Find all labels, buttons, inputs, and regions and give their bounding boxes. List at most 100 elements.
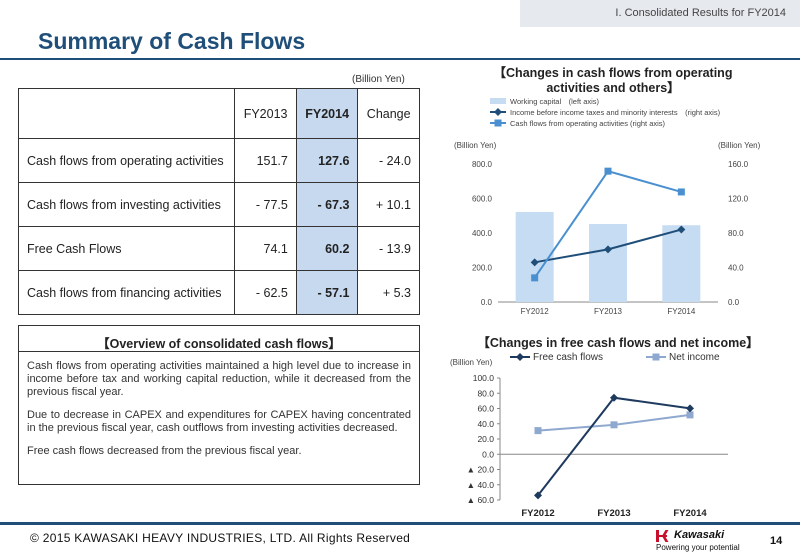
point-operating-cash-flows [604, 167, 612, 175]
cell-fy2014: 60.2 [295, 226, 359, 271]
legend-swatch [490, 98, 506, 104]
free-cash-flow-chart: Free cash flows Net income (Billion Yen) ▲ … [450, 352, 728, 519]
x-tick-label: FY2012 [521, 307, 550, 316]
table-row: Free Cash Flows 74.1 60.2 - 13.9 [17, 226, 420, 271]
y-tick-label: 60.0 [477, 404, 494, 414]
cell-fy2013: 151.7 [234, 138, 297, 183]
point-net-income [686, 411, 694, 419]
cell-fy2013: - 62.5 [234, 270, 297, 315]
overview-paragraph: Free cash flows decreased from the previ… [27, 445, 302, 457]
x-tick-label: FY2012 [521, 508, 554, 519]
left-tick-label: 400.0 [472, 229, 493, 238]
row-label: Cash flows from investing activities [17, 182, 236, 227]
cell-fy2013: - 77.5 [234, 182, 297, 227]
overview-paragraph: Cash flows from operating activities mai… [27, 360, 411, 398]
left-tick-label: 200.0 [472, 264, 493, 273]
point-income-before-taxes [530, 258, 539, 267]
point-operating-cash-flows [531, 274, 539, 282]
y-tick-label: ▲ 20.0 [467, 465, 495, 475]
y-tick-label: ▲ 40.0 [467, 480, 495, 490]
right-tick-label: 40.0 [728, 264, 744, 273]
kawasaki-mark-icon [656, 530, 670, 542]
left-tick-label: 800.0 [472, 160, 493, 169]
cell-fy2014: - 67.3 [295, 182, 359, 227]
logo-tagline: Powering your potential [656, 543, 740, 552]
table-header-cell: Change [357, 88, 420, 139]
left-tick-label: 600.0 [472, 195, 493, 204]
overview-box: 【Overview of consolidated cash flows】 Ca… [18, 325, 420, 485]
table-unit-label: (Billion Yen) [352, 74, 405, 85]
table-header-cell: FY2013 [234, 88, 297, 139]
right-tick-label: 80.0 [728, 229, 744, 238]
y-tick-label: 0.0 [482, 449, 494, 459]
left-axis-label: (Billion Yen) [454, 141, 497, 150]
point-free-cash-flows [610, 393, 618, 402]
legend-label: Free cash flows [533, 352, 603, 363]
overview-title: 【Overview of consolidated cash flows】 [19, 326, 419, 352]
copyright-text: © 2015 KAWASAKI HEAVY INDUSTRIES, LTD. A… [30, 531, 411, 545]
x-tick-label: FY2013 [597, 508, 630, 519]
table-header-cell [17, 88, 236, 139]
y-tick-label: ▲ 60.0 [467, 495, 495, 505]
y-tick-label: 80.0 [477, 388, 494, 398]
bar-working-capital [662, 225, 701, 302]
chart1-title: 【Changes in cash flows from operating ac… [493, 66, 733, 95]
legend-marker [494, 119, 502, 127]
legend-label: Working capital (left axis) [510, 97, 600, 106]
x-tick-label: FY2013 [594, 307, 623, 316]
left-tick-label: 0.0 [481, 298, 493, 307]
legend-label: Net income [669, 352, 720, 363]
right-tick-label: 0.0 [728, 298, 740, 307]
row-label: Cash flows from operating activities [17, 138, 236, 183]
legend-label: Income before income taxes and minority … [510, 108, 721, 117]
cell-change: + 10.1 [357, 182, 420, 227]
section-tab: I. Consolidated Results for FY2014 [520, 0, 800, 27]
x-tick-label: FY2014 [673, 508, 707, 519]
y-tick-label: 100.0 [473, 373, 495, 383]
page-number: 14 [770, 535, 783, 547]
point-income-before-taxes [604, 245, 612, 254]
kawasaki-logo: Kawasaki Powering your potential [654, 528, 744, 554]
legend-marker [652, 353, 660, 361]
cell-fy2014: 127.6 [295, 138, 359, 183]
cell-change: - 24.0 [357, 138, 420, 183]
line-free-cash-flows [537, 396, 691, 497]
y-axis-label: (Billion Yen) [450, 358, 493, 367]
y-tick-label: 40.0 [477, 419, 494, 429]
table-row: Cash flows from investing activities - 7… [17, 182, 420, 227]
row-label: Free Cash Flows [17, 226, 236, 271]
right-axis-label: (Billion Yen) [718, 141, 761, 150]
title-rule [0, 58, 800, 60]
cell-change: + 5.3 [357, 270, 420, 315]
point-net-income [610, 421, 618, 429]
point-operating-cash-flows [677, 188, 685, 196]
chart2-title: 【Changes in free cash flows and net inco… [477, 336, 759, 350]
bar-working-capital [589, 224, 627, 302]
point-net-income [534, 427, 542, 435]
table-header-cell: FY2014 [295, 88, 359, 139]
right-tick-label: 160.0 [728, 160, 749, 169]
cell-fy2014: - 57.1 [295, 270, 359, 315]
table-header-row: FY2013 FY2014 Change [17, 88, 420, 139]
cell-change: - 13.9 [357, 226, 420, 271]
footer: © 2015 KAWASAKI HEAVY INDUSTRIES, LTD. A… [0, 522, 800, 554]
table-row: Cash flows from operating activities 151… [17, 138, 420, 183]
operating-cash-flow-chart: Working capital (left axis) Income before… [454, 97, 761, 316]
y-tick-label: 20.0 [477, 434, 494, 444]
cash-flow-table: FY2013 FY2014 Change Cash flows from ope… [17, 88, 420, 315]
x-tick-label: FY2014 [667, 307, 696, 316]
bar-working-capital [515, 211, 554, 302]
right-tick-label: 120.0 [728, 195, 749, 204]
row-label: Cash flows from financing activities [17, 270, 236, 315]
point-income-before-taxes [677, 225, 686, 234]
point-free-cash-flows [534, 491, 542, 500]
table-row: Cash flows from financing activities - 6… [17, 270, 420, 315]
cell-fy2013: 74.1 [234, 226, 297, 271]
legend-marker [516, 353, 524, 361]
overview-paragraph: Due to decrease in CAPEX and expenditure… [27, 409, 411, 434]
legend-label: Cash flows from operating activities (ri… [510, 119, 666, 128]
page-title: Summary of Cash Flows [38, 28, 306, 54]
point-free-cash-flows [686, 404, 694, 413]
logo-wordmark: Kawasaki [674, 529, 725, 541]
legend-marker [494, 108, 502, 116]
